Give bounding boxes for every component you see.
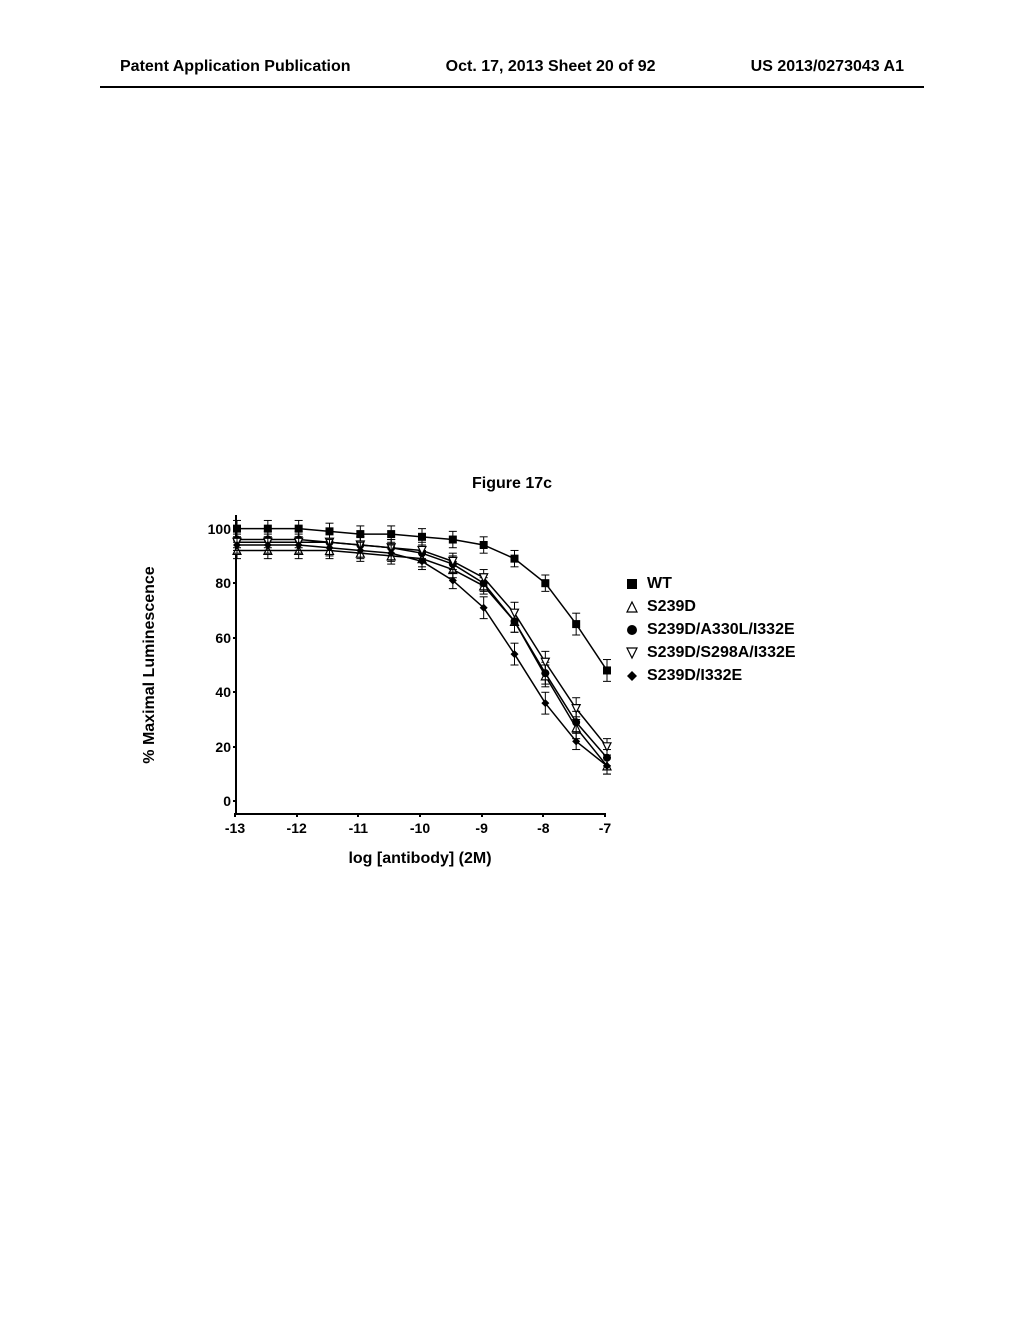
legend-item: WT (625, 575, 796, 593)
legend-marker-icon (625, 577, 639, 591)
x-tick-label: -7 (599, 820, 611, 836)
legend-label: S239D/A330L/I332E (647, 621, 795, 639)
data-marker (572, 620, 580, 628)
header-rule (100, 86, 924, 88)
x-tick-mark (481, 813, 483, 817)
y-tick-mark (233, 746, 237, 748)
chart-container: % Maximal Luminescence log [antibody] (2… (155, 515, 895, 875)
legend-marker-icon (625, 646, 639, 660)
series-line (237, 550, 607, 765)
legend-marker-icon (625, 669, 639, 683)
header-center: Oct. 17, 2013 Sheet 20 of 92 (446, 58, 656, 76)
legend-item: S239D/A330L/I332E (625, 621, 796, 639)
y-tick-label: 40 (195, 684, 231, 700)
data-marker (480, 541, 488, 549)
y-tick-mark (233, 691, 237, 693)
data-marker (603, 666, 611, 674)
y-ticks: 0 20 40 60 80 100 (195, 515, 231, 815)
x-tick-label: -11 (349, 820, 368, 836)
legend-label: S239D/I332E (647, 667, 742, 685)
chart-svg (237, 515, 607, 815)
y-axis-label: % Maximal Luminescence (141, 566, 159, 763)
x-tick-label: -13 (225, 820, 245, 836)
x-tick-mark (419, 813, 421, 817)
data-marker (418, 533, 426, 541)
legend-item: S239D/I332E (625, 667, 796, 685)
y-tick-mark (233, 582, 237, 584)
y-tick-label: 60 (195, 630, 231, 646)
x-tick-label: -12 (287, 820, 307, 836)
data-marker (541, 579, 549, 587)
data-marker (511, 555, 519, 563)
data-marker (511, 609, 519, 617)
figure-title: Figure 17c (0, 475, 1024, 493)
legend: WT S239D S239D/A330L/I332E S239D/S298A/I332… (625, 575, 796, 690)
y-tick-label: 20 (195, 739, 231, 755)
x-ticks: -13-12-11-10-9-8-7 (235, 820, 605, 840)
x-tick-mark (357, 813, 359, 817)
x-tick-mark (234, 813, 236, 817)
page-header: Patent Application Publication Oct. 17, … (0, 58, 1024, 76)
x-tick-mark (604, 813, 606, 817)
y-tick-mark (233, 528, 237, 530)
x-axis-label: log [antibody] (2M) (235, 850, 605, 868)
data-marker (387, 530, 395, 538)
y-tick-mark (233, 637, 237, 639)
legend-label: S239D (647, 598, 696, 616)
legend-label: S239D/S298A/I332E (647, 644, 796, 662)
legend-item: S239D/S298A/I332E (625, 644, 796, 662)
x-tick-label: -8 (537, 820, 549, 836)
x-tick-label: -10 (410, 820, 430, 836)
y-tick-label: 0 (195, 793, 231, 809)
x-tick-mark (542, 813, 544, 817)
legend-item: S239D (625, 598, 796, 616)
header-left: Patent Application Publication (120, 58, 351, 76)
header-right: US 2013/0273043 A1 (751, 58, 904, 76)
x-tick-label: -9 (475, 820, 487, 836)
y-tick-label: 100 (195, 521, 231, 537)
series-line (237, 542, 607, 747)
y-tick-label: 80 (195, 575, 231, 591)
plot-area (235, 515, 605, 815)
data-marker (449, 536, 457, 544)
legend-marker-icon (625, 623, 639, 637)
series-line (237, 545, 607, 766)
x-tick-mark (296, 813, 298, 817)
data-marker (511, 650, 519, 658)
legend-label: WT (647, 575, 672, 593)
y-tick-mark (233, 800, 237, 802)
series-line (237, 540, 607, 758)
legend-marker-icon (625, 600, 639, 614)
